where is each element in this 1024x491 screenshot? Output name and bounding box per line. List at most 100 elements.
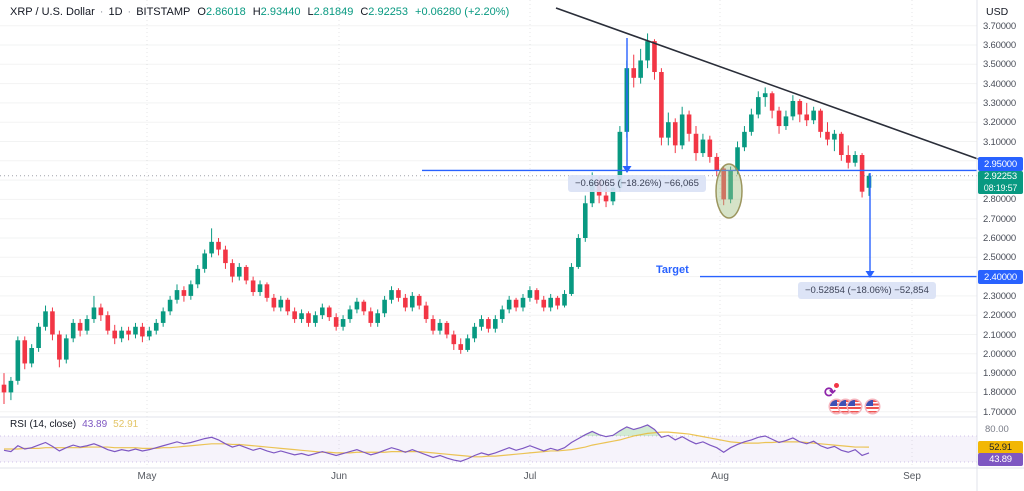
ohlc-key: O (197, 6, 206, 18)
price-scale-label: 3.10000 (983, 136, 1016, 148)
candle-down (423, 305, 429, 320)
candle-down (285, 299, 291, 312)
candle-down (714, 156, 720, 171)
ohlc-value: 2.92253 (368, 6, 409, 18)
candle-down (444, 322, 450, 335)
candle-up (728, 170, 733, 200)
candle-up (382, 299, 387, 314)
candle-up (610, 187, 616, 202)
candle-up (147, 330, 152, 337)
price-scale-label: 2.60000 (983, 233, 1016, 244)
time-scale-label: Jun (330, 471, 348, 482)
us-flag-event-icon[interactable] (866, 400, 879, 413)
descending-trendline[interactable] (555, 7, 979, 160)
candle-up (15, 340, 21, 381)
candle-down (250, 280, 256, 293)
us-flag-event-icon[interactable] (848, 400, 861, 413)
candle-down (50, 311, 55, 335)
ohlc-key: C (360, 6, 369, 18)
candle-up (153, 322, 159, 331)
candle-up (160, 311, 166, 323)
price-scale-label: 3.50000 (983, 59, 1016, 71)
candle-up (195, 268, 201, 285)
candle-down (306, 313, 311, 323)
ohlc-value: 2.81849 (313, 6, 354, 18)
rsi-ma-badge: 52.91 (978, 441, 1023, 454)
candle-down (859, 155, 865, 192)
candle-down (230, 263, 235, 277)
candle-up (866, 175, 872, 188)
rsi-line (3, 424, 870, 462)
time-scale-label: Sep (903, 471, 921, 482)
sync-refresh-icon[interactable]: ⟳ (822, 383, 839, 400)
candle-up (520, 297, 526, 308)
measure-arrow-head (865, 271, 875, 278)
candle-down (804, 114, 810, 121)
candle-up (299, 313, 304, 320)
candle-down (839, 133, 844, 156)
candle-up (257, 284, 263, 293)
candle-down (818, 110, 823, 132)
price-scale-label: 2.10000 (983, 329, 1016, 341)
candle-down (541, 299, 547, 308)
candle-up (375, 313, 380, 323)
last-price-value: 2.92253 (984, 171, 1017, 182)
interval-label: 1D (108, 6, 123, 18)
rsi-scale-label: 80.00 (985, 424, 1009, 435)
candle-up (36, 326, 41, 349)
price-scale-label: 2.70000 (983, 213, 1016, 225)
candle-up (617, 131, 623, 188)
highlight-ellipse[interactable] (715, 163, 743, 219)
price-scale-label: 2.00000 (983, 348, 1016, 360)
symbol-title: XRP / U.S. Dollar (10, 6, 95, 18)
ohlc-key: L (307, 6, 314, 18)
time-scale-label: Aug (711, 471, 729, 482)
candle-down (416, 295, 422, 306)
candle-up (70, 322, 76, 339)
candle-up (645, 41, 650, 61)
ohlc-value: 2.86018 (205, 6, 246, 18)
candle-down (112, 330, 118, 339)
candle-up (202, 253, 207, 269)
candle-down (243, 266, 249, 281)
price-range-measure-label[interactable]: −0.66065 (−18.26%) −66,065 (568, 175, 706, 192)
target-text-label[interactable]: Target (656, 264, 689, 276)
candle-up (313, 315, 318, 323)
time-scale-label: Jul (523, 471, 537, 482)
candle-up (562, 293, 567, 306)
candle-up (8, 380, 14, 393)
candle-down (825, 131, 830, 140)
candle-down (22, 340, 28, 364)
candle-up (409, 295, 415, 308)
candle-up (755, 97, 761, 115)
candle-up (638, 60, 643, 78)
candle-up (735, 147, 740, 171)
change-label: +0.06280 (+2.20%) (415, 6, 510, 18)
candle-down (361, 301, 367, 312)
candle-up (320, 307, 325, 316)
candle-up (119, 330, 124, 339)
candle-down (140, 326, 145, 337)
candle-down (368, 311, 374, 323)
last-price-badge: 2.92253 08:19:57 (978, 171, 1023, 194)
candle-up (493, 319, 498, 329)
candle-down (98, 307, 104, 316)
price-scale-label: 2.80000 (983, 194, 1016, 206)
target-range-measure-label[interactable]: −0.52854 (−18.06%) −52,854 (798, 282, 936, 299)
candle-down (652, 41, 657, 73)
price-scale-label: 3.20000 (983, 117, 1016, 129)
candle-up (347, 309, 353, 320)
candle-up (832, 133, 837, 140)
candle-up (790, 100, 796, 117)
candle-up (506, 299, 512, 310)
candle-down (631, 68, 637, 78)
candle-up (174, 290, 180, 300)
candle-down (451, 334, 457, 345)
rsi-indicator-legend[interactable]: RSI (14, close) 43.89 52.91 (10, 419, 138, 430)
symbol-legend[interactable]: XRP / U.S. Dollar · 1D · BITSTAMP O2.86018 H2.… (10, 6, 509, 18)
candle-up (84, 319, 90, 331)
candle-up (499, 309, 505, 320)
candle-up (437, 322, 443, 331)
candle-up (63, 338, 69, 360)
